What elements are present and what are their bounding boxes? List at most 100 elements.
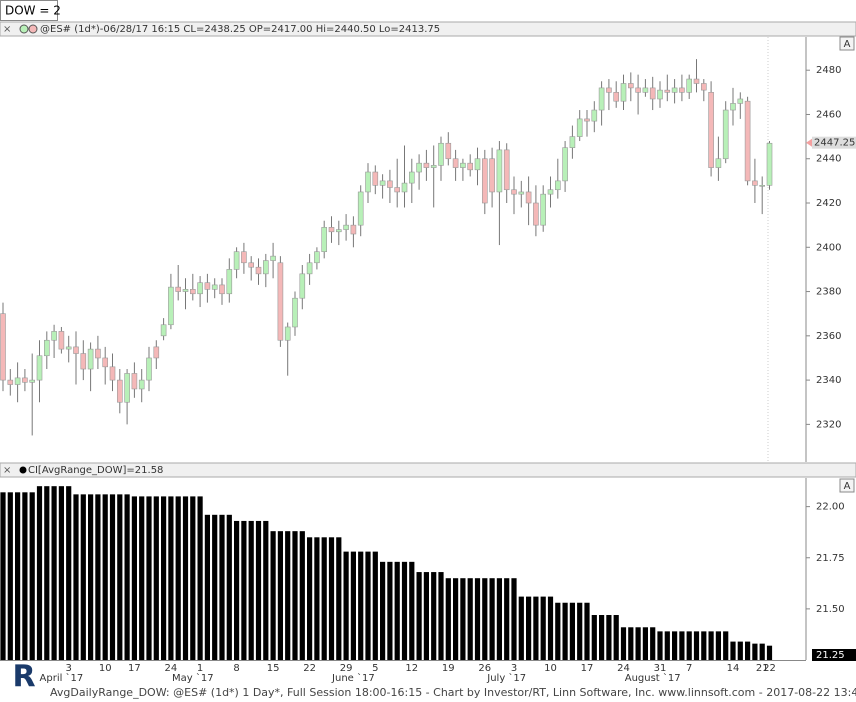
bar [628,627,634,660]
candle-body [65,346,72,350]
y-tick-label: 22.00 [816,502,845,513]
scale-button[interactable] [839,36,855,51]
candle-body [262,260,269,275]
dow-box[interactable] [0,0,58,21]
bar [701,631,707,660]
candle-body [562,147,568,182]
bar [270,531,276,660]
bar [241,520,247,660]
candle-body [255,266,262,275]
y-tick-label: 2460 [816,109,841,120]
bar [219,514,225,660]
candle-body [87,348,94,370]
bar [7,492,13,660]
candle-body [503,149,510,191]
bar [44,486,50,660]
x-tick-label: 17 [581,663,594,674]
bar [474,578,481,660]
bar [372,551,378,660]
x-tick-label: 24 [165,663,178,674]
bar [584,602,590,660]
candle-body [445,142,452,160]
x-tick-label: 8 [233,663,239,674]
candle-body [365,171,371,193]
candle-body [248,262,254,268]
bar [657,631,663,660]
bar [197,496,203,660]
price-header [0,21,856,37]
bar [759,643,765,660]
bar [109,494,116,660]
close-icon[interactable]: × [3,24,11,35]
bar [752,643,758,660]
down-icon [28,24,38,34]
candle-body [335,229,342,233]
scale-button[interactable] [839,478,855,493]
candle-body [438,142,444,166]
candle-body [102,357,108,368]
y-tick-label: 2480 [816,65,841,76]
bar [146,496,152,660]
indicator-header [0,462,856,478]
logo-letter: R [12,660,35,695]
bar [540,596,546,660]
candle-body [343,224,349,230]
x-tick-label: 22 [303,663,316,674]
bar [307,537,313,660]
bar [234,520,240,660]
bar [51,486,57,660]
candle-body [80,353,87,370]
bar [723,631,729,660]
bar [730,641,736,660]
candle-body [190,289,196,295]
bar [277,531,283,660]
bar [460,578,466,660]
candle-body [401,182,408,193]
current-marker [806,138,812,147]
candle-body [671,87,678,93]
candle-body [416,162,422,173]
candle-body [138,379,145,390]
month-label: April `17 [40,672,84,684]
x-tick-label: 17 [128,663,141,674]
candle-body [58,331,65,350]
indicator-icon [19,466,27,474]
x-tick-label: 10 [99,663,112,674]
bar [642,627,648,660]
bar [635,627,641,660]
x-tick-label: 31 [654,663,667,674]
bar [299,531,305,660]
candle-body [233,251,240,270]
candle-body [467,162,474,171]
bar [409,561,415,660]
month-label: May `17 [172,672,214,684]
y-tick-label: 21.50 [816,604,845,615]
bar [664,631,670,660]
candle-body [226,269,233,295]
bar [226,514,232,660]
candle-body [518,191,525,195]
bar [766,645,773,660]
close-icon[interactable]: × [3,465,11,476]
candle-body [554,180,561,191]
bar [350,551,356,660]
bar [438,572,444,660]
candle-body [14,377,21,385]
bar [58,486,64,660]
candle-body [182,289,189,292]
bar [212,514,218,660]
bar [620,627,627,660]
candle-body [686,78,693,93]
x-tick-label: 12 [405,663,418,674]
bar [650,627,656,660]
y-tick-label: 2320 [816,419,841,430]
bar [336,537,342,660]
candle-body [109,366,116,381]
bar [124,494,130,660]
candle-body [22,377,28,383]
candle-body [7,379,14,385]
bar [401,561,408,660]
bar [453,578,459,660]
candle-body [598,87,605,111]
